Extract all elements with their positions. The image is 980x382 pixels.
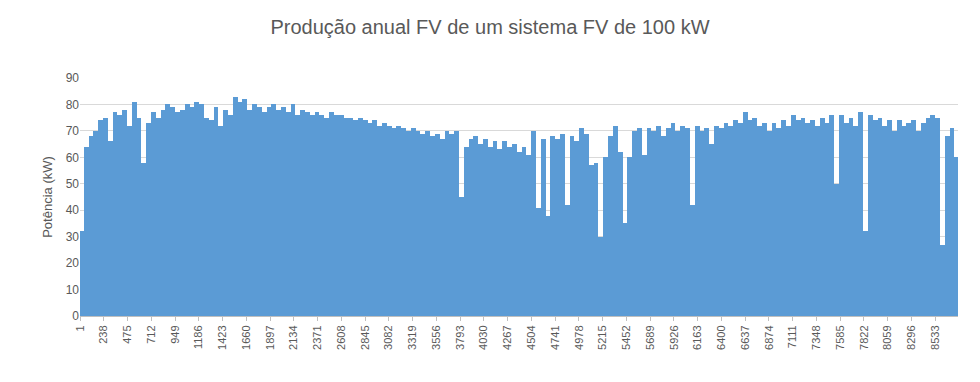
svg-text:Potência (kW): Potência (kW) <box>40 156 55 238</box>
svg-text:6163: 6163 <box>691 325 703 349</box>
svg-text:3556: 3556 <box>430 325 442 349</box>
svg-text:6400: 6400 <box>715 325 727 349</box>
svg-text:5926: 5926 <box>668 325 680 349</box>
svg-text:2134: 2134 <box>287 325 299 349</box>
svg-text:1186: 1186 <box>192 325 204 349</box>
svg-text:8059: 8059 <box>881 325 893 349</box>
svg-text:4267: 4267 <box>501 325 513 349</box>
svg-text:4741: 4741 <box>549 325 561 349</box>
svg-text:3793: 3793 <box>454 325 466 349</box>
svg-text:6637: 6637 <box>739 325 751 349</box>
svg-text:5689: 5689 <box>644 325 656 349</box>
svg-text:238: 238 <box>97 325 109 343</box>
svg-text:7585: 7585 <box>834 325 846 349</box>
svg-text:2371: 2371 <box>311 325 323 349</box>
svg-text:0: 0 <box>72 309 79 323</box>
svg-text:949: 949 <box>169 325 181 343</box>
svg-text:712: 712 <box>145 325 157 343</box>
svg-text:6874: 6874 <box>763 325 775 349</box>
svg-text:80: 80 <box>66 98 80 112</box>
svg-text:40: 40 <box>66 203 80 217</box>
svg-text:7111: 7111 <box>786 325 798 348</box>
svg-text:1897: 1897 <box>264 325 276 349</box>
svg-text:Produção anual FV de um sistem: Produção anual FV de um sistema FV de 10… <box>270 16 709 38</box>
svg-text:70: 70 <box>66 124 80 138</box>
svg-text:60: 60 <box>66 151 80 165</box>
svg-text:3319: 3319 <box>406 325 418 349</box>
svg-text:4030: 4030 <box>477 325 489 349</box>
svg-text:30: 30 <box>66 230 80 244</box>
svg-text:2845: 2845 <box>359 325 371 349</box>
svg-text:7348: 7348 <box>810 325 822 349</box>
svg-text:8296: 8296 <box>905 325 917 349</box>
svg-text:1: 1 <box>74 325 86 331</box>
svg-text:90: 90 <box>66 71 80 85</box>
svg-text:8533: 8533 <box>929 325 941 349</box>
svg-text:1660: 1660 <box>240 325 252 349</box>
svg-text:20: 20 <box>66 256 80 270</box>
svg-text:5452: 5452 <box>620 325 632 349</box>
svg-text:4504: 4504 <box>525 325 537 349</box>
svg-text:3082: 3082 <box>382 325 394 349</box>
svg-text:1423: 1423 <box>216 325 228 349</box>
svg-text:4978: 4978 <box>573 325 585 349</box>
svg-text:2608: 2608 <box>335 325 347 349</box>
svg-text:475: 475 <box>121 325 133 343</box>
svg-text:7822: 7822 <box>858 325 870 349</box>
svg-text:5215: 5215 <box>596 325 608 349</box>
svg-text:50: 50 <box>66 177 80 191</box>
svg-text:10: 10 <box>66 283 80 297</box>
